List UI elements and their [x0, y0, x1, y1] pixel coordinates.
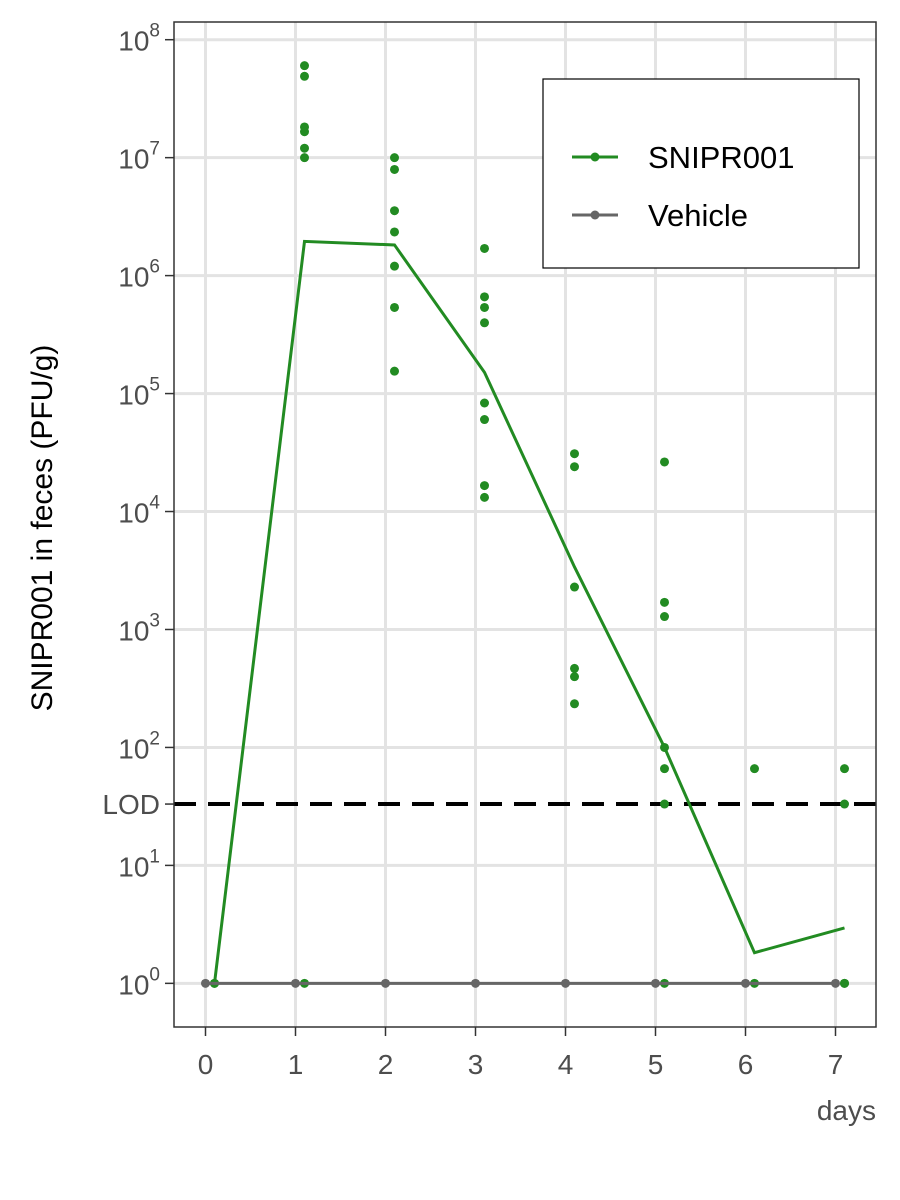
series-group	[201, 61, 849, 988]
data-point-snipr001	[570, 449, 579, 459]
data-point-snipr001	[480, 243, 489, 253]
data-point-vehicle	[741, 978, 750, 988]
data-point-snipr001	[390, 164, 399, 174]
data-point-snipr001	[660, 742, 669, 752]
data-point-vehicle	[651, 978, 660, 988]
data-point-snipr001	[840, 978, 849, 988]
legend-box	[542, 78, 860, 269]
y-tick-label: 103	[118, 610, 160, 646]
data-point-vehicle	[561, 978, 570, 988]
x-tick-label: 1	[288, 1049, 304, 1080]
data-point-snipr001	[480, 302, 489, 312]
data-point-snipr001	[660, 799, 669, 809]
plot-panel-border	[173, 21, 877, 1028]
x-tick-label: 4	[558, 1049, 574, 1080]
data-point-snipr001	[300, 143, 309, 153]
data-point-snipr001	[300, 153, 309, 163]
data-point-snipr001	[570, 582, 579, 592]
x-tick-label: 7	[828, 1049, 844, 1080]
data-point-snipr001	[390, 366, 399, 376]
data-point-snipr001	[480, 415, 489, 425]
series-line-snipr001	[213, 239, 845, 984]
axes: 0 1 2 3 4 5 6 7 100 101 102 103 104 105 106 107 108 LOD	[102, 21, 843, 1080]
data-point-snipr001	[480, 481, 489, 491]
y-axis-title: SNIPR001 in feces (PFU/g)	[26, 345, 59, 712]
legend-label-snipr001: SNIPR001	[648, 140, 794, 175]
data-point-snipr001	[390, 302, 399, 312]
data-point-vehicle	[381, 978, 390, 988]
data-point-snipr001	[660, 597, 669, 607]
x-axis-title: days	[817, 1095, 876, 1126]
data-point-snipr001	[300, 71, 309, 81]
data-point-snipr001	[300, 61, 309, 71]
legend-key-point-snipr001	[590, 152, 600, 162]
y-tick-label: 100	[118, 964, 160, 1000]
legend-key-point-vehicle	[590, 210, 600, 220]
data-point-snipr001	[480, 292, 489, 302]
x-tick-label: 6	[738, 1049, 754, 1080]
y-tick-label: 108	[118, 21, 160, 57]
x-tick-label: 5	[648, 1049, 664, 1080]
data-point-snipr001	[390, 227, 399, 237]
y-tick-label: 102	[118, 728, 160, 764]
y-tick-label: 107	[118, 139, 160, 175]
data-point-snipr001	[480, 492, 489, 502]
data-point-snipr001	[480, 318, 489, 328]
data-point-vehicle	[471, 978, 480, 988]
data-point-snipr001	[390, 206, 399, 216]
y-tick-label: 106	[118, 257, 160, 293]
data-point-snipr001	[840, 764, 849, 774]
x-tick-label: 3	[468, 1049, 484, 1080]
x-tick-label: 2	[378, 1049, 394, 1080]
data-point-snipr001	[840, 799, 849, 809]
data-point-vehicle	[201, 978, 210, 988]
data-point-snipr001	[570, 663, 579, 673]
data-point-snipr001	[660, 612, 669, 622]
data-point-snipr001	[570, 699, 579, 709]
data-point-snipr001	[570, 672, 579, 682]
data-point-vehicle	[291, 978, 300, 988]
data-point-vehicle	[831, 978, 840, 988]
data-point-snipr001	[480, 398, 489, 408]
y-tick-label: 105	[118, 375, 160, 411]
data-point-snipr001	[390, 153, 399, 163]
y-tick-label: 101	[118, 846, 160, 882]
data-point-snipr001	[660, 764, 669, 774]
data-point-snipr001	[390, 261, 399, 271]
data-point-snipr001	[570, 462, 579, 472]
legend: SNIPR001 Vehicle	[542, 78, 860, 269]
legend-label-vehicle: Vehicle	[648, 198, 748, 233]
x-tick-label: 0	[198, 1049, 214, 1080]
y-tick-label: 104	[118, 493, 160, 529]
data-point-snipr001	[750, 764, 759, 774]
lod-label: LOD	[102, 789, 160, 820]
data-point-snipr001	[660, 457, 669, 467]
data-point-snipr001	[300, 122, 309, 132]
